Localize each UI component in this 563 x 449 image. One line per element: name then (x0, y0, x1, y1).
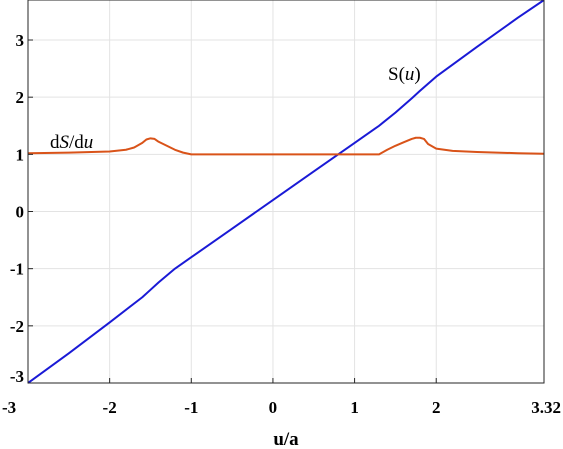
x-tick-label: -2 (103, 398, 117, 417)
y-tick-label: 1 (16, 145, 25, 164)
x-tick-label: -1 (184, 398, 198, 417)
x-tick-label: -3 (2, 398, 16, 417)
series-layer (27, 0, 545, 384)
x-tick-label: 3.32 (531, 398, 561, 417)
y-tick-label: -3 (10, 367, 24, 386)
grid-lines (27, 0, 545, 384)
tick-marks (27, 39, 545, 384)
x-tick-label: 2 (432, 398, 441, 417)
x-tick-label: 0 (269, 398, 278, 417)
y-tick-label: 0 (16, 203, 25, 222)
series-label-s: S(u) (388, 64, 421, 85)
y-tick-label: -2 (10, 317, 24, 336)
x-axis-label: u/a (273, 429, 299, 449)
x-tick-label: 1 (350, 398, 359, 417)
y-tick-labels: -3 -2 -1 0 1 2 3 (10, 31, 24, 386)
plot-frame (27, 0, 545, 384)
y-tick-label: 3 (16, 31, 25, 50)
series-labels: S(u) dS/du (50, 64, 421, 153)
series-label-dsdu: dS/du (50, 132, 93, 153)
y-tick-label: 2 (16, 88, 25, 107)
x-tick-labels: -3 -2 -1 0 1 2 3.32 (2, 398, 561, 417)
y-tick-label: -1 (10, 260, 24, 279)
series-line-dsdu (27, 136, 545, 156)
series-line-s (27, 0, 545, 384)
